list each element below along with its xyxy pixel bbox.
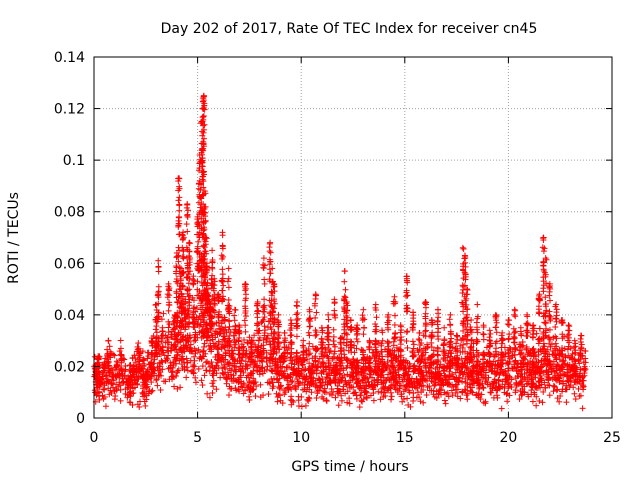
- data-point: [118, 338, 124, 344]
- chart-title: Day 202 of 2017, Rate Of TEC Index for r…: [161, 21, 538, 37]
- data-point: [160, 311, 166, 317]
- data-point: [118, 398, 124, 404]
- data-point: [103, 403, 109, 409]
- data-points: [91, 93, 588, 412]
- y-axis-label: ROTI / TECUs: [6, 192, 22, 284]
- data-point: [533, 403, 539, 409]
- data-point: [299, 404, 305, 410]
- data-point: [488, 390, 494, 396]
- data-point: [135, 340, 141, 346]
- data-point: [410, 398, 416, 404]
- data-point: [142, 403, 148, 409]
- data-point: [257, 382, 263, 388]
- data-point: [191, 363, 197, 369]
- data-point: [504, 398, 510, 404]
- data-point: [371, 398, 377, 404]
- data-point: [464, 396, 470, 402]
- data-point: [494, 395, 500, 401]
- data-point: [177, 384, 183, 390]
- data-point: [573, 396, 579, 402]
- data-point: [357, 404, 363, 410]
- data-point: [199, 377, 205, 383]
- data-point: [443, 401, 449, 407]
- data-point: [347, 401, 353, 407]
- data-point: [323, 397, 329, 403]
- data-point: [200, 363, 206, 369]
- data-point: [213, 386, 219, 392]
- data-point: [404, 345, 410, 351]
- data-point: [530, 399, 536, 405]
- data-point: [388, 397, 394, 403]
- x-axis-label: GPS time / hours: [291, 459, 408, 475]
- data-point: [183, 374, 189, 380]
- data-point: [136, 404, 142, 410]
- data-point: [556, 399, 562, 405]
- data-point: [536, 398, 542, 404]
- data-point: [479, 391, 485, 397]
- data-point: [389, 393, 395, 399]
- data-point: [210, 383, 216, 389]
- data-point: [417, 398, 423, 404]
- data-point: [411, 362, 417, 368]
- data-point: [539, 399, 545, 405]
- data-point: [158, 387, 164, 393]
- data-point: [226, 392, 232, 398]
- data-point: [253, 393, 259, 399]
- data-point: [203, 359, 209, 365]
